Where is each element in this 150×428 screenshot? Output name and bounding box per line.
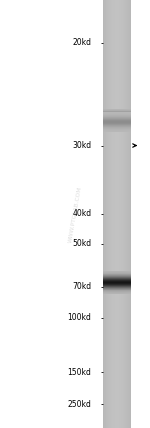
Bar (112, 0, 113, 428)
Bar (103, 288, 130, 289)
Bar (103, 293, 130, 294)
Bar (108, 0, 109, 428)
Bar (129, 0, 130, 428)
Text: 100kd: 100kd (68, 313, 92, 322)
Bar (124, 0, 125, 428)
Bar (103, 275, 130, 276)
Bar (119, 0, 120, 428)
Bar (103, 286, 130, 287)
Bar (115, 0, 116, 428)
Bar (103, 280, 130, 281)
Bar (116, 0, 117, 428)
Text: 70kd: 70kd (72, 282, 92, 291)
Bar (114, 0, 115, 428)
Bar (103, 289, 130, 290)
Bar (103, 287, 130, 288)
Bar (117, 0, 118, 428)
Bar (111, 0, 112, 428)
Bar (113, 0, 114, 428)
Bar (123, 0, 124, 428)
Bar (103, 285, 130, 286)
Bar (103, 291, 130, 292)
Bar (103, 282, 130, 283)
Bar (110, 0, 111, 428)
Bar (103, 272, 130, 273)
Bar (103, 277, 130, 278)
Bar (103, 284, 130, 285)
Bar (103, 271, 130, 272)
Bar (103, 283, 130, 284)
Text: WWW.PTGLAB.COM: WWW.PTGLAB.COM (68, 185, 82, 243)
Bar (103, 292, 130, 293)
Bar (103, 281, 130, 282)
Text: 50kd: 50kd (72, 239, 92, 249)
Bar (107, 0, 108, 428)
Bar (122, 0, 123, 428)
Text: 250kd: 250kd (68, 400, 92, 409)
Text: 30kd: 30kd (72, 141, 92, 150)
Bar (103, 290, 130, 291)
Bar (104, 0, 105, 428)
Text: 150kd: 150kd (68, 368, 92, 377)
Bar (109, 0, 110, 428)
Bar (103, 0, 104, 428)
Bar (103, 278, 130, 279)
Bar (120, 0, 121, 428)
Bar (125, 0, 126, 428)
Bar (106, 0, 107, 428)
Text: 40kd: 40kd (72, 209, 92, 219)
Bar (105, 0, 106, 428)
Bar (103, 274, 130, 275)
Bar (121, 0, 122, 428)
Bar (103, 273, 130, 274)
Text: 20kd: 20kd (72, 38, 92, 48)
Bar (103, 0, 104, 428)
Bar (128, 0, 129, 428)
Bar (103, 276, 130, 277)
Bar (126, 0, 127, 428)
Bar (103, 279, 130, 280)
Bar (118, 0, 119, 428)
Bar (127, 0, 128, 428)
